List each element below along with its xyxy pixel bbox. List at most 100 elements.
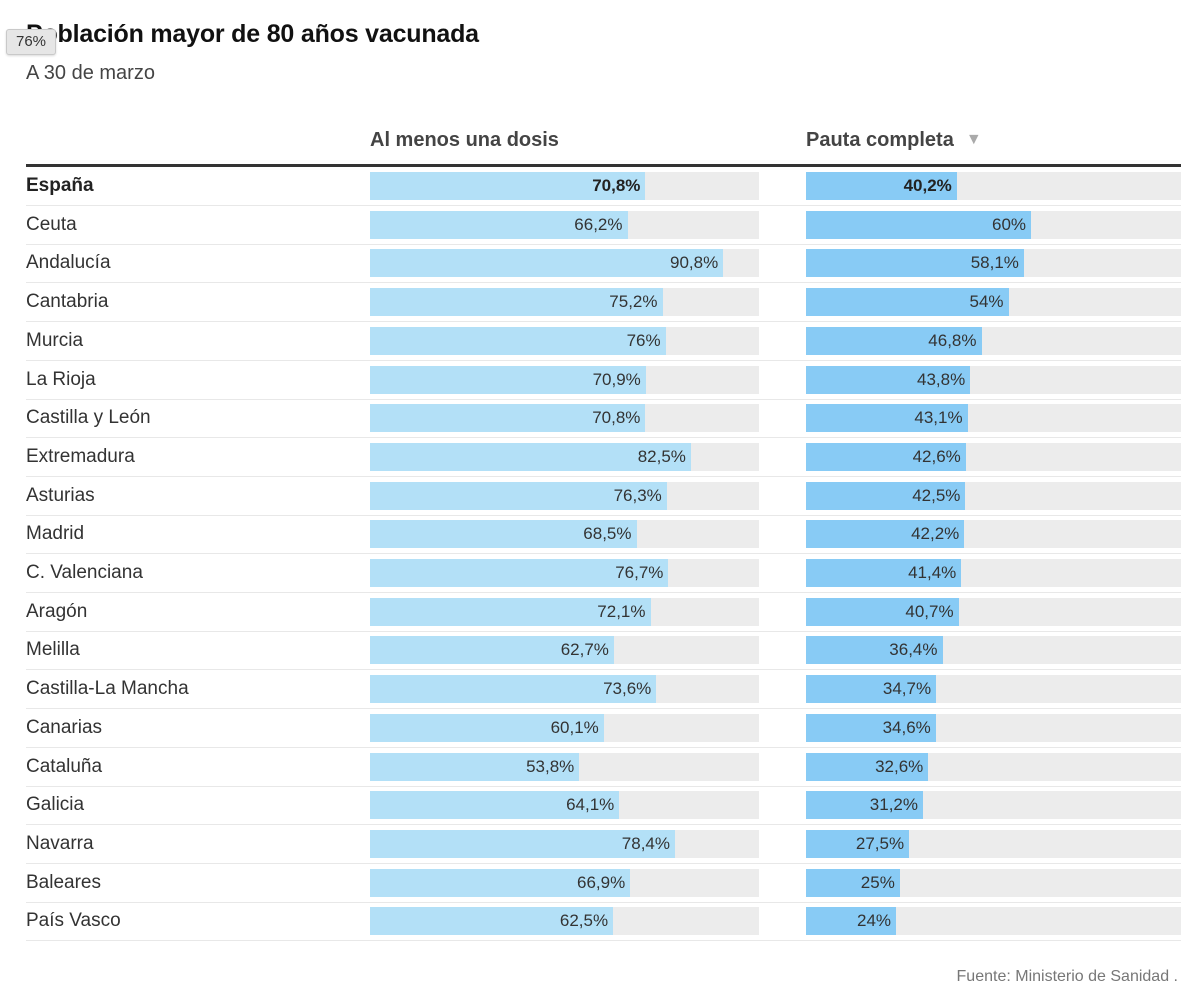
bar-track: 42,2%	[806, 520, 1181, 549]
table-row: Melilla 62,7% 36,4%	[0, 631, 1200, 671]
table-row: Baleares 66,9% 25%	[0, 864, 1200, 903]
bar-value-label: 36,4%	[889, 640, 938, 660]
bar[interactable]	[370, 326, 666, 355]
bar-track: 27,5%	[806, 829, 1181, 858]
bar[interactable]	[806, 520, 965, 549]
row-label: Andalucía	[26, 252, 111, 274]
bar-track: 68,5%	[370, 520, 759, 549]
table-row: Castilla-La Mancha 73,6% 34,7%	[0, 670, 1200, 710]
row-divider	[26, 514, 1181, 516]
bar[interactable]	[806, 442, 966, 471]
bar[interactable]	[806, 249, 1024, 278]
bar[interactable]	[806, 675, 937, 704]
bar[interactable]	[806, 868, 900, 897]
bar[interactable]	[370, 481, 667, 510]
bar-value-label: 76,3%	[613, 485, 662, 505]
column-header-full-schedule[interactable]: Pauta completa ▼	[806, 129, 982, 152]
row-divider	[26, 669, 1181, 671]
bar[interactable]	[806, 481, 966, 510]
bar-track: 70,8%	[370, 404, 759, 433]
bar-track: 60%	[806, 210, 1181, 239]
bar-value-label: 70,8%	[592, 176, 641, 195]
bar-value-label: 43,8%	[917, 369, 966, 389]
row-divider	[26, 205, 1181, 206]
bar[interactable]	[370, 597, 651, 626]
bar[interactable]	[806, 636, 943, 665]
bar-track: 43,1%	[806, 404, 1181, 433]
bar[interactable]	[806, 172, 957, 200]
bar-track: 53,8%	[370, 752, 759, 781]
bar[interactable]	[806, 907, 896, 936]
bar-value-label: 90,8%	[670, 253, 719, 273]
bar-value-label: 34,6%	[882, 717, 931, 737]
bar-track: 64,1%	[370, 791, 759, 820]
row-label: La Rioja	[26, 368, 96, 390]
row-label: Ceuta	[26, 213, 77, 235]
bar-track: 72,1%	[370, 597, 759, 626]
bar-track: 34,6%	[806, 713, 1181, 742]
row-divider	[26, 630, 1181, 632]
sort-descending-icon[interactable]: ▼	[965, 131, 982, 148]
table-row: España 70,8% 40,2%	[0, 167, 1200, 206]
row-label: Castilla y León	[26, 407, 151, 429]
bar-value-label: 64,1%	[566, 795, 615, 815]
bar[interactable]	[806, 752, 929, 781]
row-divider	[26, 553, 1181, 555]
source-note: Fuente: Ministerio de Sanidad .	[956, 968, 1178, 985]
bar[interactable]	[370, 559, 669, 587]
chart-title: Población mayor de 80 años vacunada	[26, 20, 479, 48]
bar[interactable]	[806, 791, 923, 820]
bar[interactable]	[806, 326, 982, 355]
bar[interactable]	[806, 288, 1009, 317]
bar[interactable]	[806, 404, 968, 433]
bar[interactable]	[370, 520, 637, 549]
bar[interactable]	[370, 907, 614, 936]
row-divider	[26, 746, 1181, 748]
bar[interactable]	[370, 442, 691, 471]
bar-value-label: 42,6%	[912, 446, 961, 466]
bar[interactable]	[370, 172, 646, 200]
bar[interactable]	[370, 675, 657, 704]
table-row: País Vasco 62,5% 24%	[0, 902, 1200, 942]
bar[interactable]	[370, 752, 580, 781]
row-divider	[26, 708, 1181, 710]
bar-track: 40,2%	[806, 172, 1181, 200]
bar-track: 62,5%	[370, 907, 759, 936]
bar[interactable]	[370, 404, 646, 433]
bar[interactable]	[806, 210, 1031, 239]
bar[interactable]	[370, 713, 604, 742]
bar[interactable]	[370, 636, 614, 665]
bar[interactable]	[370, 288, 663, 317]
column-header-full-schedule-label: Pauta completa	[806, 129, 954, 151]
table-row: Madrid 68,5% 42,2%	[0, 515, 1200, 555]
bar[interactable]	[806, 365, 971, 394]
table-row: Cataluña 53,8% 32,6%	[0, 748, 1200, 787]
bar-track: 40,7%	[806, 597, 1181, 626]
bar[interactable]	[806, 829, 910, 858]
bar-track: 70,9%	[370, 365, 759, 394]
bar-value-label: 78,4%	[621, 833, 670, 853]
bar-value-label: 82,5%	[637, 446, 686, 466]
bar-track: 60,1%	[370, 713, 759, 742]
bar[interactable]	[370, 210, 628, 239]
bar[interactable]	[370, 829, 675, 858]
bar-value-label: 54%	[969, 292, 1004, 312]
value-tooltip: 76%	[6, 29, 56, 55]
bar[interactable]	[370, 249, 724, 278]
bar-track: 43,8%	[806, 365, 1181, 394]
bar[interactable]	[806, 713, 936, 742]
bar-track: 24%	[806, 907, 1181, 936]
column-header-first-dose[interactable]: Al menos una dosis	[370, 129, 559, 151]
bar[interactable]	[370, 791, 620, 820]
bar[interactable]	[806, 559, 962, 587]
bar[interactable]	[806, 597, 959, 626]
bar-value-label: 34,7%	[882, 679, 932, 699]
table-row: Navarra 78,4% 27,5%	[0, 825, 1200, 864]
row-label: Cataluña	[26, 755, 103, 777]
table-row: C. Valenciana 76,7% 41,4%	[0, 554, 1200, 593]
bar[interactable]	[370, 868, 631, 897]
bar[interactable]	[370, 365, 646, 394]
bar-track: 73,6%	[370, 675, 759, 704]
bar-value-label: 58,1%	[970, 253, 1019, 273]
row-divider	[26, 437, 1181, 439]
